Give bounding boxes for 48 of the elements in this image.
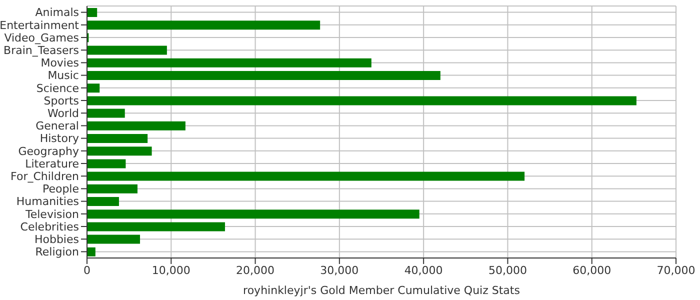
x-axis-title: royhinkleyjr's Gold Member Cumulative Quiz Stats <box>243 284 520 297</box>
bar <box>87 134 148 143</box>
y-tick-label: World <box>47 107 79 120</box>
bar <box>87 172 525 181</box>
x-tick-label: 60,000 <box>572 264 612 277</box>
bar <box>87 222 225 232</box>
y-tick-label: Entertainment <box>0 18 80 32</box>
bar <box>87 146 152 156</box>
y-tick-label: Celebrities <box>20 220 80 234</box>
bar <box>87 210 420 219</box>
y-tick-label: Brain_Teasers <box>4 44 80 58</box>
y-tick-label: Music <box>48 69 79 82</box>
bar <box>87 184 138 194</box>
bar <box>87 96 636 106</box>
bar <box>87 20 320 30</box>
y-tick-label: Movies <box>40 56 80 70</box>
x-tick-label: 20,000 <box>236 264 275 277</box>
x-tick-label: 0 <box>84 264 90 277</box>
bar <box>87 247 96 256</box>
x-tick-label: 30,000 <box>320 264 359 277</box>
y-tick-label: Sports <box>44 94 80 108</box>
x-tick-label: 70,000 <box>656 264 696 277</box>
bar <box>87 197 119 206</box>
y-tick-label: Geography <box>18 144 80 158</box>
y-tick-label: Humanities <box>16 195 80 208</box>
x-tick-label: 40,000 <box>404 264 443 277</box>
bar <box>87 58 372 68</box>
bar <box>87 159 126 168</box>
x-tick-label: 10,000 <box>152 264 190 277</box>
bar <box>87 71 440 80</box>
y-tick-label: Animals <box>35 6 80 20</box>
y-tick-label: Religion <box>35 246 80 259</box>
y-tick-label: Video_Games <box>4 31 80 44</box>
x-tick-label: 50,000 <box>488 264 527 277</box>
y-tick-label: People <box>42 182 80 196</box>
y-tick-label: General <box>36 120 79 133</box>
y-tick-label: Literature <box>25 157 80 170</box>
bar <box>87 84 100 93</box>
bar <box>87 46 167 55</box>
y-tick-label: Hobbies <box>34 233 80 246</box>
y-tick-label: History <box>40 132 80 146</box>
y-tick-label: Television <box>24 208 80 221</box>
bar <box>87 8 98 17</box>
y-tick-label: Science <box>36 82 80 95</box>
bar <box>87 121 186 130</box>
bar <box>87 108 125 118</box>
bar <box>87 234 140 244</box>
y-tick-label: For_Children <box>10 170 80 184</box>
